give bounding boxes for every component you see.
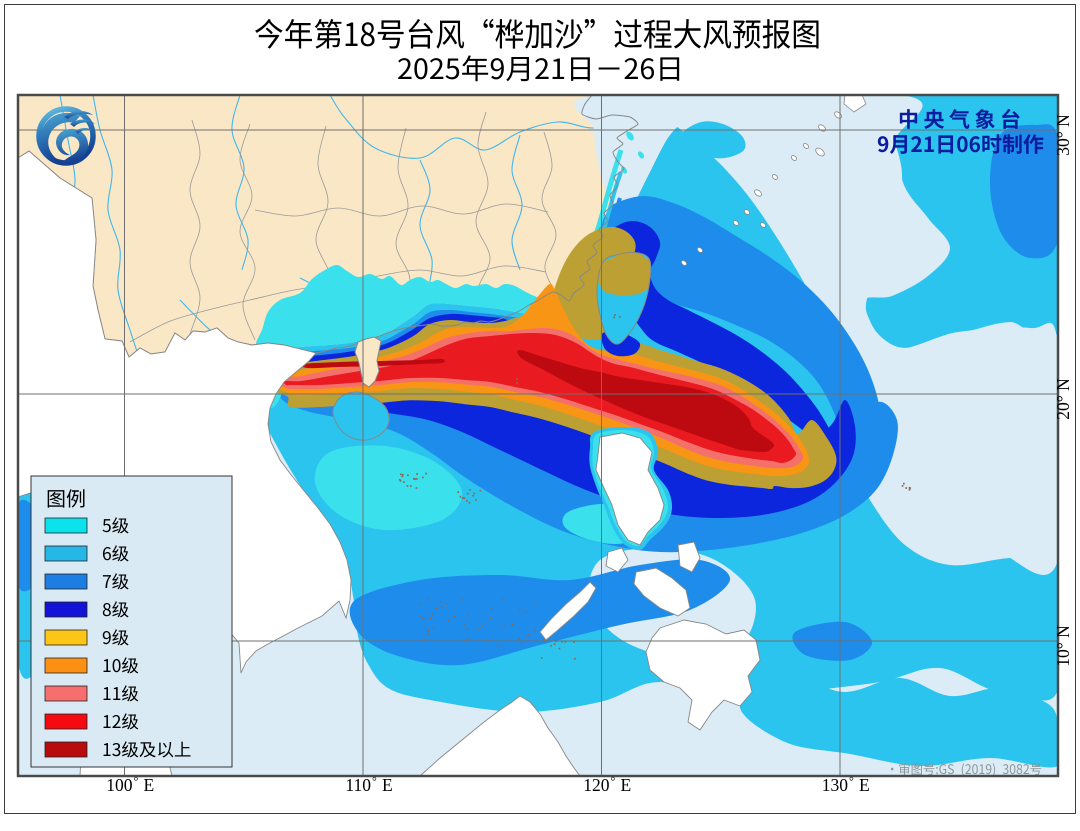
svg-text:100: 100 [106, 775, 133, 795]
svg-text:30° N: 30° N [1053, 114, 1073, 156]
svg-text:°: ° [134, 774, 139, 788]
svg-text:E: E [859, 775, 870, 795]
svg-text:°: ° [372, 774, 377, 788]
svg-text:E: E [144, 775, 155, 795]
svg-text:E: E [382, 775, 393, 795]
svg-text:°: ° [849, 774, 854, 788]
svg-text:130: 130 [822, 775, 849, 795]
svg-text:120: 120 [583, 775, 610, 795]
svg-text:E: E [621, 775, 632, 795]
svg-text:20° N: 20° N [1053, 378, 1073, 420]
svg-text:°: ° [611, 774, 616, 788]
svg-text:10° N: 10° N [1053, 625, 1073, 667]
svg-text:110: 110 [345, 775, 371, 795]
